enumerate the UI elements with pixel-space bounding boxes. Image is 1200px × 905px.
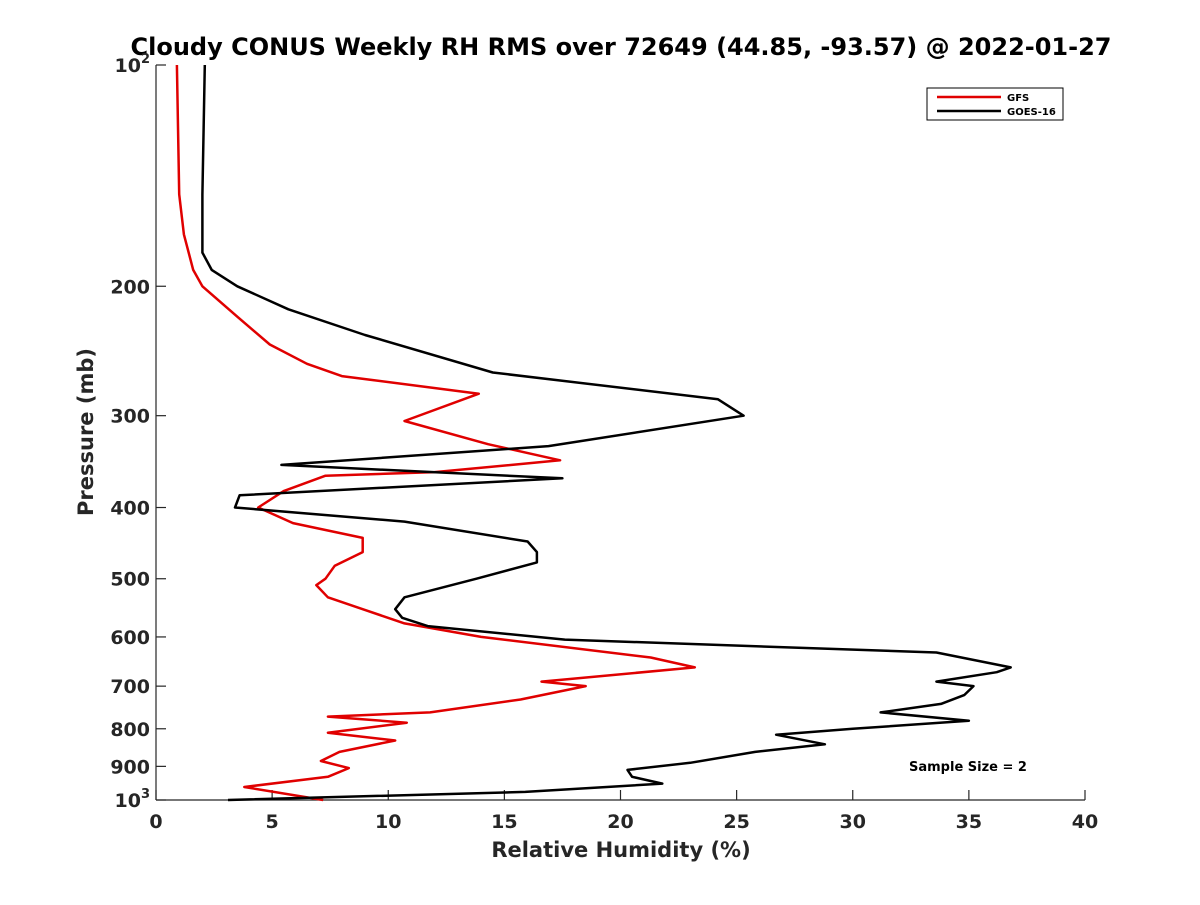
legend: GFS GOES-16 (926, 87, 1064, 121)
legend-label-goes-16: GOES-16 (1007, 107, 1056, 118)
y-tick-label: 500 (110, 569, 150, 591)
y-tick-label: 400 (110, 498, 150, 520)
sample-size-annotation: Sample Size = 2 (909, 760, 1027, 775)
y-tick-label: 700 (110, 676, 150, 698)
y-axis-label: Pressure (mb) (74, 348, 98, 516)
x-tick-label: 10 (375, 811, 401, 833)
y-tick-label: 600 (110, 627, 150, 649)
x-tick-label: 0 (149, 811, 162, 833)
x-tick-label: 5 (266, 811, 279, 833)
chart-title: Cloudy CONUS Weekly RH RMS over 72649 (4… (131, 33, 1112, 61)
x-tick-label: 30 (840, 811, 866, 833)
y-tick-label: 900 (110, 756, 150, 778)
legend-box (926, 87, 1064, 121)
y-tick-label: 300 (110, 406, 150, 428)
series-line-goes-16 (201, 64, 1012, 802)
y-tick-label: 800 (110, 719, 150, 741)
x-tick-label: 35 (956, 811, 982, 833)
x-tick-label: 15 (491, 811, 517, 833)
y-tick-label: 102 (115, 52, 151, 77)
x-tick-label: 20 (607, 811, 633, 833)
legend-label-gfs: GFS (1007, 93, 1029, 104)
series-lines (175, 64, 1012, 802)
axis-ticks: 0 5 10 15 20 25 30 35 40 102 200 300 400 500 600 700 800… (110, 52, 1098, 833)
x-tick-label: 25 (723, 811, 749, 833)
x-axis-label: Relative Humidity (%) (491, 838, 750, 862)
x-tick-label: 40 (1072, 811, 1098, 833)
y-tick-label: 103 (115, 787, 151, 812)
series-line-gfs (175, 64, 697, 802)
y-tick-label: 200 (110, 276, 150, 298)
